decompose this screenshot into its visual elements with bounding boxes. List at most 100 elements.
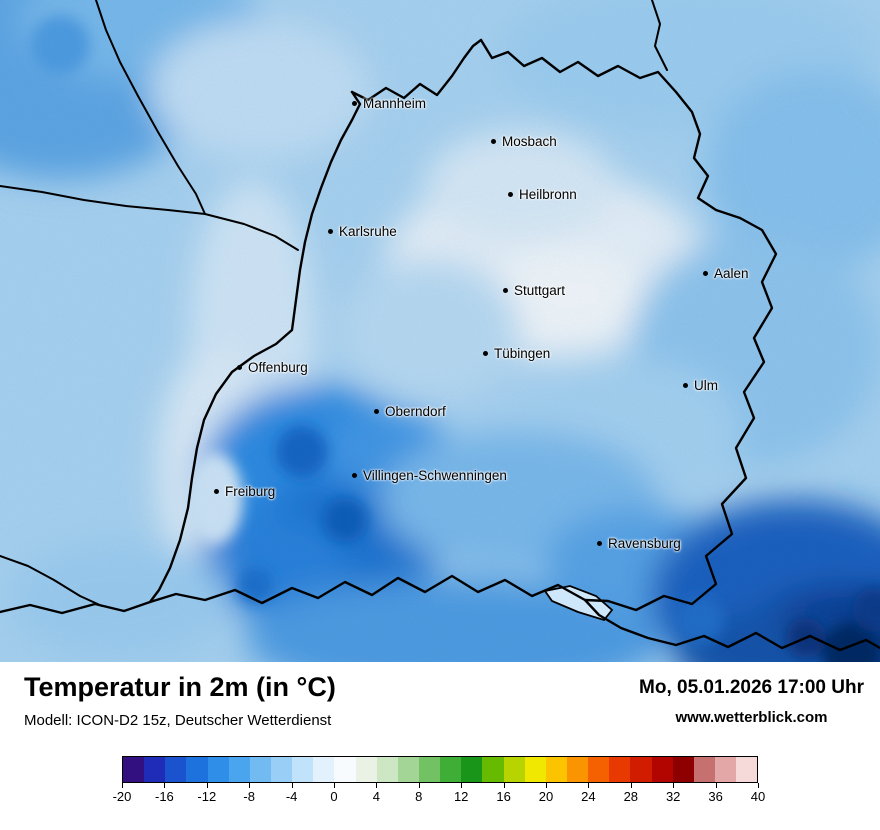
city-label: Ulm [683,376,718,394]
colorbar-cell [334,757,356,782]
colorbar-cell [186,757,208,782]
colorbar-tick [588,783,590,788]
colorbar-tick [249,783,251,788]
colorbar-tick-label: -16 [154,789,174,804]
website-link[interactable]: www.wetterblick.com [675,709,828,726]
weather-map: Mannheim Mosbach Heilbronn Karlsruhe Stuttga… [0,0,880,662]
colorbar-ticks [122,783,759,788]
colorbar-tick-label: -12 [197,789,217,804]
colorbar-tick-label: 36 [708,789,723,804]
colorbar-tick-label: -8 [243,789,255,804]
city-dot-icon [214,488,219,494]
footer: Temperatur in 2m (in °C) Modell: ICON-D2… [0,662,880,830]
map-title: Temperatur in 2m (in °C) [24,672,336,702]
city-label: Villingen-Schwenningen [352,466,507,484]
colorbar-tick-label: 12 [453,789,469,804]
colorbar-tick-label: 16 [496,789,511,804]
colorbar-cell [313,757,335,782]
city-dot-icon [352,100,357,106]
colorbar-cell [228,757,250,782]
colorbar-tick [758,783,759,788]
colorbar-cell [672,757,694,782]
colorbar-cell [207,757,229,782]
colorbar-labels: -20 -16 -12 -8 -4 0 4 8 12 16 20 24 28 32 36 40 [113,789,766,805]
colorbar-cell [355,757,377,782]
colorbar-tick [546,783,547,788]
colorbar-cell [651,757,673,782]
colorbar-tick-label: 0 [330,789,338,804]
colorbar-cell [461,757,483,782]
colorbar-tick-label: 20 [538,789,554,804]
colorbar-cell [588,757,610,782]
city-label: Offenburg [237,358,308,376]
colorbar-tick [206,783,208,788]
city-name: Ravensburg [608,535,681,551]
colorbar-tick-label: 40 [750,789,766,804]
city-name: Mannheim [363,95,427,111]
colorbar-cell [482,757,504,782]
colorbar-tick-label: 24 [581,789,596,804]
colorbar-bar [122,756,758,783]
city-name: Offenburg [248,359,308,375]
valid-datetime: Mo, 05.01.2026 17:00 Uhr [639,677,864,698]
colorbar: -20 -16 -12 -8 -4 0 4 8 12 16 20 24 28 32 36 40 [113,756,766,805]
city-dot-icon [328,228,333,234]
city-name: Karlsruhe [339,223,397,239]
colorbar-cell [524,757,546,782]
colorbar-cell [693,757,715,782]
colorbar-tick-label: 8 [415,789,423,804]
city-label: Karlsruhe [328,222,397,240]
map-city-layer: Mannheim Mosbach Heilbronn Karlsruhe Stuttga… [214,94,749,552]
city-label: Freiburg [214,482,275,500]
colorbar-tick [503,783,505,788]
city-name: Ulm [694,377,718,393]
city-label: Aalen [703,264,749,282]
colorbar-cell [397,757,419,782]
colorbar-cell [566,757,589,782]
colorbar-tick [164,783,166,788]
colorbar-cell [714,757,737,782]
colorbar-cell [123,757,145,782]
colorbar-tick-label: -4 [285,789,298,804]
city-dot-icon [503,287,508,293]
colorbar-cell [270,757,293,782]
colorbar-cell [440,757,462,782]
colorbar-cell [609,757,631,782]
colorbar-tick [673,783,675,788]
city-label: Mannheim [352,94,426,112]
colorbar-tick-label: -20 [112,789,132,804]
colorbar-cell [630,757,652,782]
colorbar-tick [630,783,632,788]
colorbar-tick [418,783,420,788]
city-dot-icon [683,382,688,388]
footer-right: Mo, 05.01.2026 17:00 Uhr www.wetterblick… [639,677,864,726]
city-label: Ravensburg [597,534,681,552]
colorbar-tick [334,783,335,788]
city-dot-icon [703,270,708,276]
city-dot-icon [352,472,357,478]
borders-layer [0,0,880,652]
colorbar-cell [165,757,187,782]
city-dot-icon [374,408,379,414]
colorbar-tick [122,783,123,788]
colorbar-cell [418,757,441,782]
colorbar-tick-label: 4 [372,789,381,804]
city-name: Mosbach [502,133,557,149]
footer-left: Temperatur in 2m (in °C) Modell: ICON-D2… [24,672,336,729]
colorbar-cell [376,757,398,782]
city-dot-icon [483,350,488,356]
city-name: Heilbronn [519,186,577,202]
city-label: Tübingen [483,344,550,362]
model-info: Modell: ICON-D2 15z, Deutscher Wetterdie… [24,712,332,729]
colorbar-cell [292,757,314,782]
city-dot-icon [237,364,242,370]
city-label: Mosbach [491,132,557,150]
city-name: Villingen-Schwenningen [363,467,507,483]
city-name: Stuttgart [514,282,566,298]
city-dot-icon [491,138,496,144]
colorbar-cell [736,757,758,782]
colorbar-tick [461,783,463,788]
colorbar-cell [503,757,525,782]
colorbar-tick-label: 32 [665,789,681,804]
colorbar-tick [376,783,378,788]
